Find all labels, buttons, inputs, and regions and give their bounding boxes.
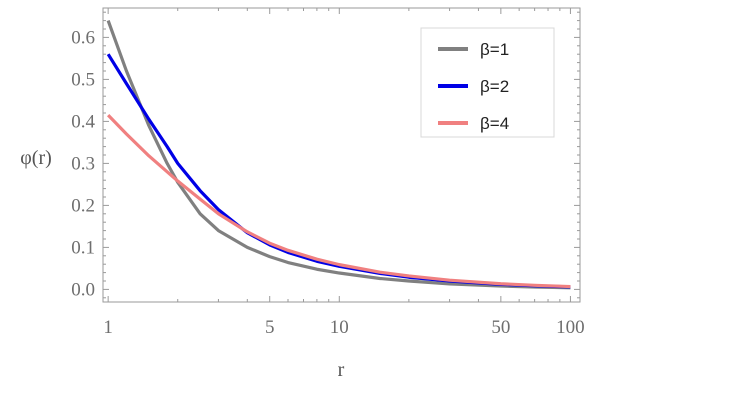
y-tick-label: 0.5 xyxy=(71,69,95,90)
tick-labels-layer: 1 5 10 50 100 0.0 0.1 0.2 0.3 0.4 0.5 0.6 xyxy=(71,27,584,338)
series-line-1 xyxy=(106,20,571,290)
legend-label-3: β=4 xyxy=(480,114,509,133)
legend-label-2: β=2 xyxy=(480,77,509,96)
x-tick-label: 10 xyxy=(330,317,349,338)
x-tick-label: 100 xyxy=(556,317,585,338)
legend[interactable]: β=1 β=2 β=4 xyxy=(420,27,555,138)
legend-frame xyxy=(420,27,555,138)
legend-label-1: β=1 xyxy=(480,40,509,59)
y-tick-label: 0.2 xyxy=(71,195,95,216)
y-tick-label: 0.3 xyxy=(71,153,95,174)
y-tick-label: 0.4 xyxy=(71,111,95,132)
y-tick-label: 0.6 xyxy=(71,27,95,48)
x-tick-label: 5 xyxy=(265,317,275,338)
x-tick-label: 1 xyxy=(103,317,113,338)
series-layer xyxy=(106,20,571,290)
y-tick-label: 0.0 xyxy=(71,279,95,300)
series-line-3 xyxy=(107,113,571,289)
x-tick-label: 50 xyxy=(491,317,510,338)
y-tick-label: 0.1 xyxy=(71,237,95,258)
ticks-layer xyxy=(103,8,580,302)
x-axis-title: r xyxy=(338,359,345,381)
y-axis-title: φ(r) xyxy=(20,147,52,169)
